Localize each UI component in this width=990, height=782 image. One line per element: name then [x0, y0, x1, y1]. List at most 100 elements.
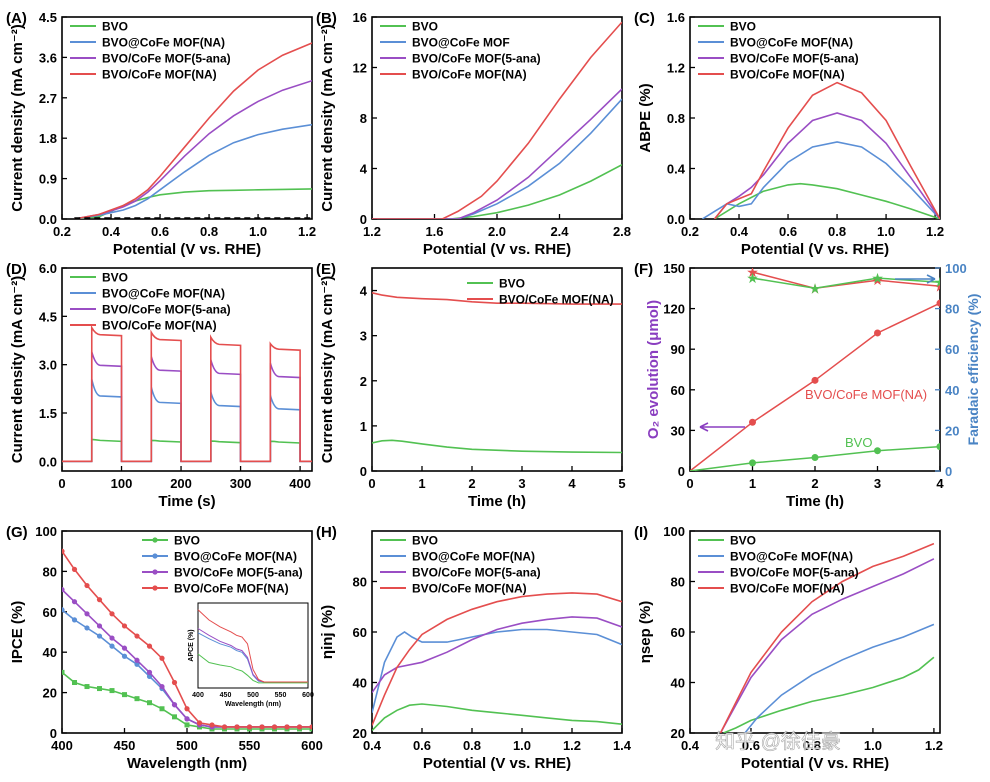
y-tick-label: 4.5 [39, 10, 57, 25]
data-point [62, 607, 65, 613]
legend-label: BVO/CoFe MOF(NA) [730, 68, 845, 82]
y-tick-label: 2.7 [39, 91, 57, 106]
y-axis-label: Current density (mA cm⁻²) [319, 24, 336, 211]
legend: BVO BVO@CoFe MOF BVO/CoFe MOF(5-ana) BVO/Co… [380, 20, 541, 82]
series-line [372, 616, 622, 694]
x-tick-label: 1.2 [563, 738, 581, 753]
data-point [72, 680, 77, 685]
x-tick-label: 2 [468, 476, 475, 491]
panel-C: (C) 0.2 0.4 0.6 0.8 1.0 1.2 0.0 0.4 0.8 1.2 1.6 Pote… [634, 10, 944, 258]
series-line [372, 98, 622, 219]
series-line [372, 592, 622, 726]
y-tick-label: 80 [671, 575, 685, 590]
x-tick-label: 2.4 [550, 224, 569, 239]
y2-tick-label: 60 [945, 342, 959, 357]
x-tick-label: 3 [518, 476, 525, 491]
data-point [874, 447, 881, 455]
series-line [719, 542, 935, 733]
plot-area [372, 592, 622, 732]
legend-label: BVO/CoFe MOF(NA) [102, 68, 217, 82]
y-axis-label: ηsep (%) [637, 601, 654, 664]
plot-frame [689, 267, 941, 472]
panel-label: (A) [6, 10, 27, 27]
y-axis-label: Current density (mA cm⁻²) [9, 276, 26, 463]
panel-label: (D) [6, 261, 27, 278]
legend-label: BVO [102, 271, 128, 285]
panel-label: (H) [316, 524, 337, 541]
panel-label: (C) [634, 10, 655, 27]
data-point [874, 329, 881, 337]
star-marker: ★ [934, 274, 947, 290]
x-tick-label: 4 [568, 476, 576, 491]
y-tick-label: 0.0 [39, 212, 57, 227]
data-point [109, 643, 115, 649]
legend-label: BVO/CoFe MOF(NA) [174, 582, 289, 596]
x-axis-label: Time (h) [468, 493, 526, 510]
y-tick-label: 3 [360, 329, 367, 344]
y-axis-label: O₂ evolution (μmol) [645, 300, 662, 439]
data-point [749, 418, 756, 426]
series-line [372, 439, 622, 454]
legend-label: BVO [730, 20, 756, 34]
data-point [121, 653, 128, 659]
plot-area [62, 548, 312, 732]
y-tick-label: 4 [360, 284, 368, 299]
x-tick-label: 1.2 [363, 224, 381, 239]
star-marker: ★ [871, 270, 884, 286]
y-tick-label: 0.0 [667, 212, 685, 227]
x-tick-label: 0.6 [151, 224, 169, 239]
data-point [936, 299, 940, 307]
y2-tick-label: 20 [945, 423, 959, 438]
series-line [372, 88, 622, 219]
x-axis-label: Wavelength (nm) [127, 755, 247, 772]
x-tick-label: 1 [418, 476, 425, 491]
plot-area [719, 542, 935, 733]
x-axis-label: Potential (V vs. RHE) [113, 241, 261, 258]
x-tick-label: 0.4 [681, 738, 700, 753]
x-tick-label: 0.4 [102, 224, 121, 239]
legend-label: BVO/CoFe MOF(NA) [412, 68, 527, 82]
series-line [74, 188, 312, 219]
x-axis-label: Time (s) [158, 493, 215, 510]
data-point [271, 724, 278, 730]
data-point [811, 453, 819, 461]
y-tick-label: 4.5 [39, 309, 57, 324]
data-point [936, 443, 940, 451]
x-tick-label: 600 [301, 738, 323, 753]
star-marker: ★ [934, 278, 947, 294]
y-tick-label: 4 [360, 162, 368, 177]
legend-label: BVO/CoFe MOF(5-ana) [102, 52, 231, 66]
series-line [713, 81, 940, 219]
series-line [372, 292, 622, 305]
data-point [159, 706, 165, 712]
data-point [134, 661, 140, 667]
data-point [184, 716, 190, 722]
watermark: 知乎 @徐佳豪 [715, 730, 841, 753]
y-tick-label: 80 [353, 575, 367, 590]
y-tick-label: 1.8 [39, 131, 57, 146]
plot-frame [61, 267, 313, 472]
star-marker: ★ [746, 264, 759, 280]
legend-label: BVO/CoFe MOF(NA) [102, 319, 217, 333]
series-line [372, 21, 622, 219]
x-tick-label: 1.2 [925, 738, 943, 753]
data-point [62, 669, 65, 675]
panel-label: (F) [634, 261, 653, 278]
data-point [84, 582, 90, 589]
data-point [184, 706, 190, 712]
data-point [246, 724, 253, 730]
x-tick-label: 0.8 [200, 224, 218, 239]
legend-label: BVO [412, 534, 438, 548]
data-point [171, 679, 178, 686]
panel-label: (B) [316, 10, 337, 27]
series-line [62, 378, 312, 463]
data-point [146, 669, 153, 676]
legend-label: BVO [730, 534, 756, 548]
series-line [372, 703, 622, 732]
y-tick-label: 40 [671, 676, 685, 691]
y-tick-label: 1.2 [667, 61, 685, 76]
y-tick-label: 2 [360, 374, 367, 389]
y-tick-label: 0 [360, 464, 367, 479]
legend: BVO BVO@CoFe MOF(NA) BVO/CoFe MOF(5-ana) BV… [142, 534, 303, 596]
